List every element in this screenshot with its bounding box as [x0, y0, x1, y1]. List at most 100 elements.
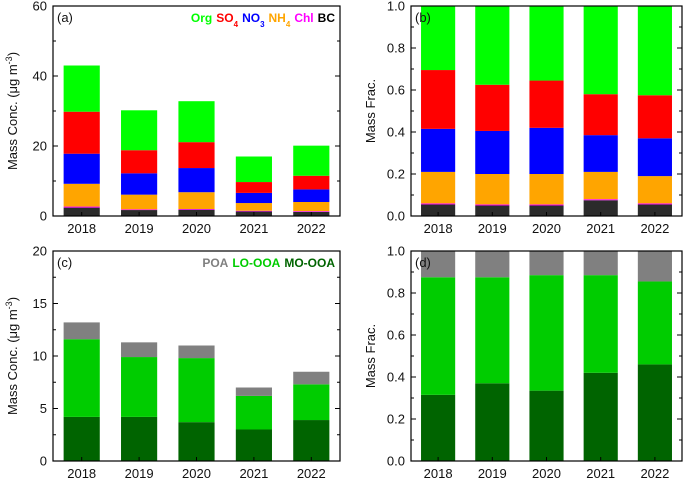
y-tick-label-c: 20: [33, 244, 47, 259]
bar-d-2022-s1: [637, 281, 672, 365]
bar-b-2020-s1: [529, 204, 564, 206]
bar-b-2018-s5: [421, 6, 456, 71]
bar-c-2021-s1: [235, 395, 272, 430]
bar-a-2020-s4: [178, 142, 215, 169]
y-tick-label-d: 0.6: [387, 328, 405, 343]
x-tick-label-d-2021: 2021: [586, 466, 615, 478]
bar-c-2020-s1: [178, 358, 215, 423]
x-tick-label-a-2018: 2018: [67, 221, 96, 236]
legend-entry-a: NH: [269, 11, 286, 25]
y-tick-label-b: 0.4: [387, 125, 405, 140]
bar-a-2018-s5: [63, 65, 100, 112]
x-tick-label-a-2022: 2022: [297, 221, 326, 236]
y-tick-label-a: 60: [33, 0, 47, 14]
y-tick-label-d: 0.4: [387, 370, 405, 385]
y-tick-label-b: 0.8: [387, 41, 405, 56]
bar-b-2021-s2: [583, 171, 618, 200]
bar-d-2018-s2: [421, 251, 456, 278]
bar-c-2019-s1: [121, 357, 158, 417]
bar-c-2018-s1: [63, 339, 100, 417]
bar-c-2018-s2: [63, 322, 100, 340]
bar-c-2020-s2: [178, 345, 215, 359]
y-axis-label-d: Mass Frac.: [363, 324, 378, 388]
bar-c-2019-s2: [121, 342, 158, 358]
x-tick-label-a-2020: 2020: [182, 221, 211, 236]
bar-b-2021-s0: [583, 200, 618, 216]
x-tick-label-d-2022: 2022: [640, 466, 669, 478]
bar-b-2020-s3: [529, 127, 564, 174]
y-tick-label-d: 0.8: [387, 286, 405, 301]
bar-b-2020-s5: [529, 6, 564, 81]
x-tick-label-c-2020: 2020: [182, 466, 211, 478]
bar-d-2021-s0: [583, 372, 618, 461]
bar-d-2020-s2: [529, 251, 564, 276]
bar-b-2018-s4: [421, 70, 456, 129]
bar-b-2018-s3: [421, 128, 456, 172]
panel-label-d: (d): [415, 255, 431, 270]
y-axis-label-a: Mass Conc. (μg m-3): [4, 52, 20, 170]
bar-b-2019-s3: [475, 130, 510, 174]
bar-c-2018-s0: [63, 416, 100, 461]
bar-b-2021-s3: [583, 135, 618, 172]
legend-entry-c: LO-OOA: [232, 256, 280, 270]
bar-a-2018-s0: [63, 207, 100, 216]
y-tick-label-c: 0: [40, 454, 47, 469]
bar-d-2021-s2: [583, 251, 618, 276]
panel-c: 0 5 10 15 20 2018 2019 2020 2021 2022 (c) Mass Conc…: [4, 244, 341, 478]
y-axis-label-c: Mass Conc. (μg m-3): [4, 297, 20, 415]
y-tick-label-d: 0.0: [387, 454, 405, 469]
legend-c: POA LO-OOA MO-OOA: [202, 256, 335, 270]
bar-a-2019-s4: [121, 150, 158, 174]
bar-d-2022-s2: [637, 251, 672, 282]
bar-b-2022-s3: [637, 138, 672, 177]
y-tick-label-c: 15: [33, 296, 47, 311]
bar-a-2022-s3: [293, 189, 330, 202]
bar-b-2018-s2: [421, 171, 456, 204]
bar-b-2022-s5: [637, 6, 672, 96]
bar-c-2019-s0: [121, 416, 158, 461]
x-tick-label-b-2018: 2018: [424, 221, 453, 236]
bar-a-2022-s4: [293, 175, 330, 190]
bar-d-2019-s2: [475, 251, 510, 278]
bar-a-2022-s1: [293, 211, 330, 212]
x-tick-label-d-2018: 2018: [424, 466, 453, 478]
x-tick-label-c-2022: 2022: [297, 466, 326, 478]
legend-sub-a: 4: [234, 20, 239, 29]
bar-c-2022-s1: [293, 384, 330, 421]
bar-b-2022-s2: [637, 176, 672, 204]
bar-d-2018-s1: [421, 277, 456, 395]
bar-a-2020-s1: [178, 209, 215, 210]
bar-c-2022-s2: [293, 371, 330, 385]
legend-sub-a: 4: [286, 20, 291, 29]
panel-label-a: (a): [57, 10, 73, 25]
bar-a-2018-s3: [63, 153, 100, 184]
panel-b: 0.0 0.2 0.4 0.6 0.8 1.0 2018 2019 2020 2021 2022 (b…: [363, 0, 683, 236]
bar-a-2021-s4: [235, 182, 272, 193]
x-tick-label-b-2020: 2020: [532, 221, 561, 236]
bar-a-2019-s1: [121, 209, 158, 211]
bar-b-2019-s4: [475, 84, 510, 131]
y-tick-label-b: 1.0: [387, 0, 405, 14]
bar-b-2019-s1: [475, 204, 510, 206]
bar-b-2018-s1: [421, 203, 456, 205]
bar-b-2022-s1: [637, 203, 672, 205]
bar-d-2021-s1: [583, 275, 618, 373]
y-tick-label-b: 0.0: [387, 209, 405, 224]
legend-a: Org SO4 NO3 NH4 Chl BC: [191, 11, 335, 29]
bar-c-2020-s0: [178, 422, 215, 461]
y-tick-label-b: 0.6: [387, 83, 405, 98]
x-tick-label-b-2021: 2021: [586, 221, 615, 236]
x-tick-label-c-2018: 2018: [67, 466, 96, 478]
bar-a-2020-s3: [178, 168, 215, 193]
bar-a-2018-s1: [63, 206, 100, 208]
legend-entry-a: BC: [318, 11, 336, 25]
bar-b-2022-s4: [637, 95, 672, 139]
legend-entry-a: NO: [242, 11, 260, 25]
bar-a-2021-s3: [235, 192, 272, 204]
legend-entry-c: MO-OOA: [284, 256, 335, 270]
bar-c-2021-s0: [235, 429, 272, 461]
x-tick-label-b-2022: 2022: [640, 221, 669, 236]
bar-a-2020-s2: [178, 192, 215, 209]
bar-d-2019-s1: [475, 277, 510, 384]
